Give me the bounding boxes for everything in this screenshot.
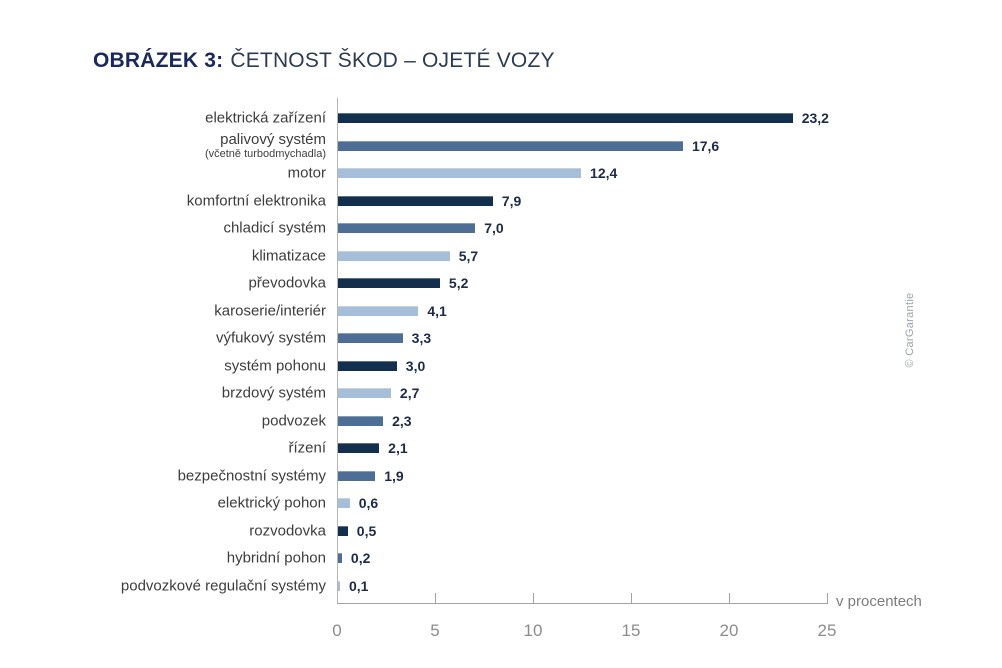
bar <box>338 443 380 454</box>
bar-value: 5,2 <box>448 275 469 292</box>
bar-label: podvozkové regulační systémy <box>0 577 326 594</box>
bar-label: podvozek <box>0 412 326 429</box>
x-axis-line <box>337 603 828 604</box>
bar <box>338 278 440 289</box>
bar-label-text: systém pohonu <box>224 357 326 375</box>
bar-value: 0,1 <box>348 577 369 594</box>
bar-value: 7,0 <box>484 220 504 237</box>
bar-label-text: řízení <box>288 439 326 457</box>
bar-value: 0,5 <box>356 522 377 539</box>
bar-label: elektrický pohon <box>0 495 326 512</box>
bar-label-text: komfortní elektronika <box>186 192 326 210</box>
bar-value: 23,2 <box>801 110 829 127</box>
bar-value: 1,9 <box>384 467 404 484</box>
bar-label: bezpečnostní systémy <box>0 467 326 484</box>
bar-label-text: rozvodovka <box>249 522 326 540</box>
x-tick-label: 10 <box>523 621 543 640</box>
bar-label: chladicí systém <box>0 220 326 237</box>
bar-label-text: hybridní pohon <box>226 549 326 567</box>
x-tick <box>827 593 828 603</box>
bar-label-text: bezpečnostní systémy <box>177 467 326 485</box>
copyright-watermark: © CarGarantie <box>904 292 916 368</box>
bar-label: řízení <box>0 440 326 457</box>
bar-label: hybridní pohon <box>0 550 326 567</box>
bar-label: elektrická zařízení <box>0 110 326 127</box>
bar-label: motor <box>0 165 326 182</box>
bar-value: 3,0 <box>405 357 426 374</box>
x-tick-label: 25 <box>817 621 837 640</box>
bar-label: výfukový systém <box>0 330 326 347</box>
y-axis-line <box>337 98 338 603</box>
bar-label: klimatizace <box>0 247 326 264</box>
x-tick-label: 5 <box>430 621 440 640</box>
bar <box>338 168 582 179</box>
bar-value: 2,1 <box>388 440 408 457</box>
bar-label: rozvodovka <box>0 522 326 539</box>
bar-label-text: karoserie/interiér <box>214 302 326 320</box>
bar-value: 7,9 <box>501 192 522 209</box>
x-tick-label: 20 <box>719 621 739 640</box>
bar-value: 0,6 <box>358 495 379 512</box>
bar <box>338 553 342 564</box>
bar-label-text: podvozkové regulační systémy <box>120 577 326 595</box>
x-tick <box>533 593 534 603</box>
bar <box>338 470 376 481</box>
bar <box>338 580 340 591</box>
bar <box>338 415 384 426</box>
bar-value: 2,7 <box>399 385 420 402</box>
bar-value: 5,7 <box>458 247 479 264</box>
bar-sublabel-text: (včetně turbodmychadla) <box>204 148 326 161</box>
bar-label-text: palivový systém <box>220 130 326 148</box>
x-tick <box>631 593 632 603</box>
bar <box>338 113 793 124</box>
bar-label-text: klimatizace <box>251 247 326 265</box>
x-tick <box>729 593 730 603</box>
bar <box>338 195 493 206</box>
bar-label: systém pohonu <box>0 357 326 374</box>
bar-label-text: elektrická zařízení <box>205 109 326 127</box>
bar-value: 0,2 <box>350 550 371 567</box>
bar-label: palivový systém (včetně turbodmychadla) <box>0 131 326 161</box>
x-tick <box>435 593 436 603</box>
bar-label: komfortní elektronika <box>0 192 326 209</box>
bar <box>338 305 419 316</box>
bar <box>338 525 348 536</box>
bar <box>338 333 403 344</box>
bar-label-text: převodovka <box>248 274 326 292</box>
bar <box>338 360 397 371</box>
bar <box>338 388 391 399</box>
bar-value: 17,6 <box>691 137 720 154</box>
bar-value: 3,3 <box>411 330 432 347</box>
bar-label: převodovka <box>0 275 326 292</box>
bar <box>338 223 476 234</box>
x-tick-label: 0 <box>332 621 342 640</box>
bar-label: brzdový systém <box>0 385 326 402</box>
x-tick-label: 15 <box>621 621 641 640</box>
bar-label-text: výfukový systém <box>215 329 326 347</box>
bar <box>338 498 350 509</box>
bar-value: 2,3 <box>392 412 412 429</box>
bar-label-text: motor <box>287 164 326 182</box>
page-title: OBRÁZEK 3: ČETNOST ŠKOD – OJETÉ VOZY <box>93 49 555 73</box>
title-text: ČETNOST ŠKOD – OJETÉ VOZY <box>230 49 555 72</box>
bar-label-text: chladicí systém <box>223 219 326 237</box>
bar-label-text: podvozek <box>261 412 326 430</box>
bar-label-text: brzdový systém <box>221 384 326 402</box>
bar <box>338 250 450 261</box>
bar <box>338 140 683 151</box>
bar-value: 12,4 <box>590 165 618 182</box>
bar-label: karoserie/interiér <box>0 302 326 319</box>
bar-value: 4,1 <box>427 302 447 319</box>
title-prefix: OBRÁZEK 3: <box>93 49 224 72</box>
axis-unit-label: v procentech <box>836 593 922 610</box>
bar-label-text: elektrický pohon <box>217 494 326 512</box>
